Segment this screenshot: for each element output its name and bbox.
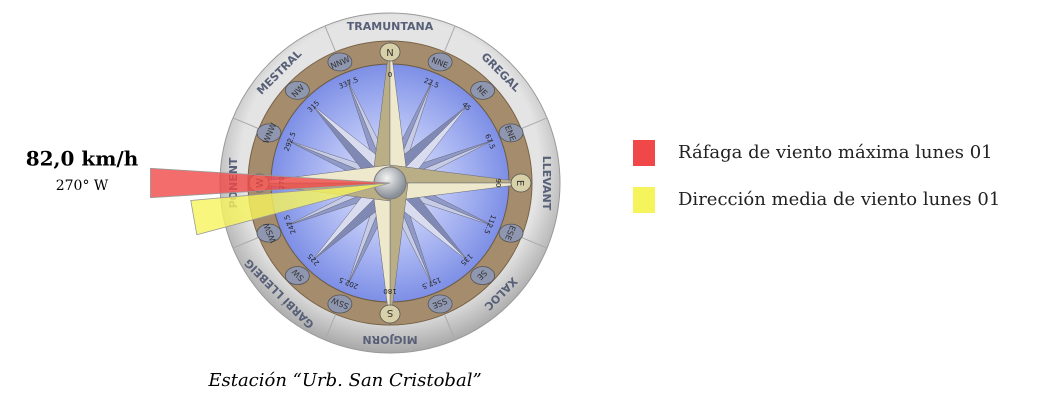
ring-divider	[324, 313, 337, 341]
point-label: S	[387, 307, 393, 318]
legend-swatch	[633, 140, 655, 166]
ring-divider	[520, 117, 548, 130]
degree-label: 180	[383, 287, 396, 295]
point-badge	[470, 266, 496, 286]
degree-label: 90	[494, 179, 502, 188]
point-badge	[284, 80, 310, 100]
point-badge	[379, 42, 401, 62]
point-badge	[327, 52, 353, 72]
point-badge	[470, 80, 496, 100]
wind-wedge	[150, 167, 391, 199]
wind-wedges	[150, 167, 391, 236]
legend-label: Dirección media de viento lunes 01	[678, 189, 1000, 210]
degree-label: 0	[388, 71, 392, 79]
point-label: N	[386, 48, 393, 59]
wind-name: MIGJORN	[362, 333, 417, 346]
point-badge	[379, 304, 401, 324]
ring-divider	[232, 117, 260, 130]
point-badge	[498, 123, 524, 143]
point-badge	[256, 223, 282, 243]
ring-divider	[443, 25, 456, 53]
wind-name: TRAMUNTANA	[347, 20, 434, 33]
point-badge	[284, 266, 310, 286]
wind-name: LLEVANT	[540, 156, 553, 211]
ring-divider	[443, 313, 456, 341]
ring-divider	[520, 236, 548, 249]
legend-swatch	[633, 187, 655, 213]
gust-speed: 82,0 km/h	[26, 147, 139, 171]
point-badge	[327, 294, 353, 314]
legend: Ráfaga de viento máxima lunes 01 Direcció…	[633, 140, 1000, 213]
ring-divider	[324, 25, 337, 53]
point-badge	[427, 294, 453, 314]
legend-label: Ráfaga de viento máxima lunes 01	[678, 142, 993, 163]
ring-divider	[232, 236, 260, 249]
point-badge	[256, 123, 282, 143]
gust-direction: 270° W	[56, 178, 109, 194]
point-badge	[498, 223, 524, 243]
wind-wedge	[190, 182, 391, 236]
degree-label: 45	[460, 101, 472, 113]
point-badge	[427, 52, 453, 72]
point-badge	[510, 173, 532, 193]
point-label: E	[514, 180, 525, 186]
station-caption: Estación “Urb. San Cristobal”	[207, 370, 481, 391]
